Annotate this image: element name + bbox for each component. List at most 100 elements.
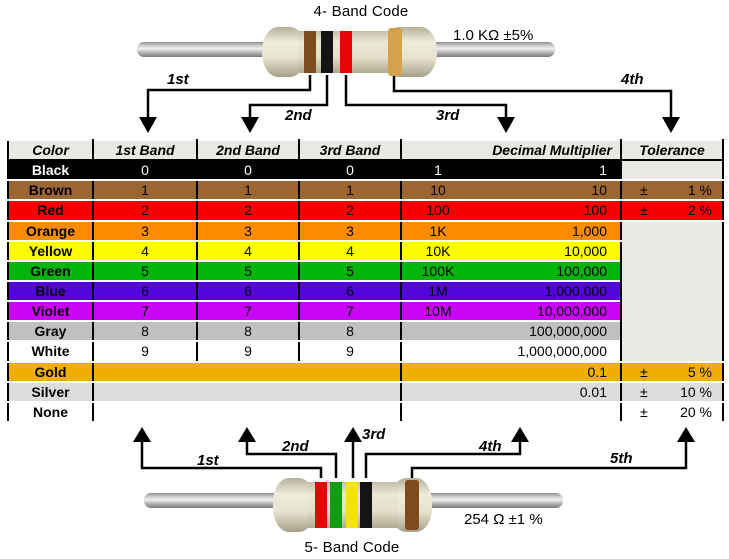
- cell-multiplier: 1M 1,000,000: [400, 279, 622, 303]
- multiplier-long: 10,000,000: [536, 303, 607, 320]
- row-yellow: Yellow 4 4 4 10K 10,000: [7, 239, 723, 262]
- row-gray: Gray 8 8 8 100,000,000: [7, 320, 723, 343]
- label-2nd-top: 2nd: [285, 107, 312, 124]
- cell-tolerance: ±5 %: [620, 360, 724, 383]
- cell-2nd-band: 2: [196, 199, 300, 222]
- band-yellow-3rd: [346, 482, 358, 528]
- band-black-4th: [360, 482, 372, 528]
- band-red-1st: [315, 482, 327, 528]
- row-blue: Blue 6 6 6 1M 1,000,000: [7, 279, 723, 303]
- cell-2nd-band: 6: [196, 279, 300, 303]
- label-1st-bottom: 1st: [197, 452, 219, 469]
- label-2nd-bottom: 2nd: [282, 438, 309, 455]
- pointer-arrows-top: [139, 75, 680, 133]
- label-3rd-top: 3rd: [436, 107, 460, 124]
- row-violet: Violet 7 7 7 10M 10,000,000: [7, 300, 723, 323]
- cell-tolerance: ±1 %: [620, 179, 724, 202]
- cell-multiplier: 10 10: [400, 179, 622, 202]
- cell-3rd-band: 3: [298, 219, 402, 242]
- row-gold: Gold 0.1 ±5 %: [7, 360, 724, 383]
- cell-1st-band: 7: [92, 300, 198, 323]
- cell-color-name: Red: [7, 199, 94, 222]
- cell-tolerance: ±20 %: [620, 400, 724, 424]
- cell-bands-merged: [92, 380, 402, 403]
- cell-1st-band: 1: [92, 179, 198, 202]
- cell-3rd-band: 9: [298, 340, 402, 363]
- header-tolerance: Tolerance: [620, 138, 724, 162]
- cell-1st-band: 5: [92, 259, 198, 282]
- cell-color-name: Blue: [7, 279, 94, 303]
- band-brown-5th: [405, 480, 419, 530]
- cell-2nd-band: 4: [196, 239, 300, 262]
- cell-tolerance-empty: [620, 159, 724, 182]
- cell-3rd-band: 6: [298, 279, 402, 303]
- cell-multiplier: 0.1: [400, 360, 622, 383]
- label-5th-bottom: 5th: [610, 450, 633, 467]
- cell-color-name: Brown: [7, 179, 94, 202]
- label-1st-top: 1st: [167, 71, 189, 88]
- header-decimal-multiplier: Decimal Multiplier: [400, 138, 622, 162]
- tolerance-value: 5 %: [687, 363, 712, 380]
- multiplier-long: 1: [599, 162, 607, 179]
- cell-multiplier: 10M 10,000,000: [400, 300, 622, 323]
- color-code-table: Color 1st Band 2nd Band 3rd Band Decimal…: [7, 138, 724, 424]
- cell-color-name: Yellow: [7, 239, 94, 262]
- cell-bands-merged: [92, 360, 402, 383]
- row-silver: Silver 0.01 ±10 %: [7, 380, 724, 403]
- cell-2nd-band: 0: [196, 159, 300, 182]
- row-green: Green 5 5 5 100K 100,000: [7, 259, 723, 282]
- cell-tolerance: ±2 %: [620, 199, 724, 222]
- pointer-arrows-bottom: [133, 427, 695, 478]
- row-brown: Brown 1 1 1 10 10 ±1 %: [7, 179, 724, 202]
- cell-multiplier: [400, 400, 622, 424]
- header-2nd-band: 2nd Band: [196, 138, 300, 162]
- tolerance-sign: ±: [640, 383, 648, 400]
- cell-color-name: Gray: [7, 320, 94, 343]
- multiplier-long: 100: [583, 202, 607, 219]
- multiplier-short: 10M: [424, 303, 452, 320]
- band-black-2nd: [321, 31, 333, 73]
- cell-color-name: Silver: [7, 380, 94, 403]
- multiplier-long: 100,000,000: [529, 323, 607, 340]
- cell-color-name: Black: [7, 159, 94, 182]
- tolerance-sign: ±: [640, 182, 648, 199]
- cell-multiplier: 1K 1,000: [400, 219, 622, 242]
- cell-1st-band: 0: [92, 159, 198, 182]
- cell-1st-band: 9: [92, 340, 198, 363]
- cell-1st-band: 8: [92, 320, 198, 343]
- row-none: None ±20 %: [7, 400, 724, 424]
- cell-2nd-band: 9: [196, 340, 300, 363]
- header-color: Color: [7, 138, 94, 162]
- label-3rd-bottom: 3rd: [362, 426, 386, 443]
- five-band-title: 5- Band Code: [304, 539, 400, 556]
- cell-color-name: Violet: [7, 300, 94, 323]
- multiplier-long: 10,000: [564, 242, 607, 259]
- cell-2nd-band: 7: [196, 300, 300, 323]
- tolerance-sign: ±: [640, 202, 648, 219]
- cell-3rd-band: 2: [298, 199, 402, 222]
- cell-bands-merged: [92, 400, 402, 424]
- cell-3rd-band: 4: [298, 239, 402, 262]
- tolerance-sign: ±: [640, 363, 648, 380]
- tolerance-value: 2 %: [687, 202, 712, 219]
- four-band-resistance-value: 1.0 KΩ ±5%: [453, 27, 534, 44]
- cell-color-name: Orange: [7, 219, 94, 242]
- label-4th-top: 4th: [621, 71, 644, 88]
- cell-3rd-band: 0: [298, 159, 402, 182]
- multiplier-long: 0.1: [587, 363, 607, 380]
- cell-color-name: Gold: [7, 360, 94, 383]
- multiplier-short: 100: [426, 202, 450, 219]
- multiplier-long: 1,000,000,000: [517, 343, 607, 360]
- cell-3rd-band: 7: [298, 300, 402, 323]
- multiplier-long: 0.01: [579, 383, 607, 400]
- cell-color-name: Green: [7, 259, 94, 282]
- tolerance-sign: ±: [640, 403, 648, 420]
- cell-multiplier: 10K 10,000: [400, 239, 622, 262]
- cell-color-name: None: [7, 400, 94, 424]
- row-red: Red 2 2 2 100 100 ±2 %: [7, 199, 724, 222]
- cell-tolerance-empty-block: [620, 219, 724, 363]
- row-orange: Orange 3 3 3 1K 1,000: [7, 219, 724, 363]
- multiplier-short: 1: [434, 162, 442, 179]
